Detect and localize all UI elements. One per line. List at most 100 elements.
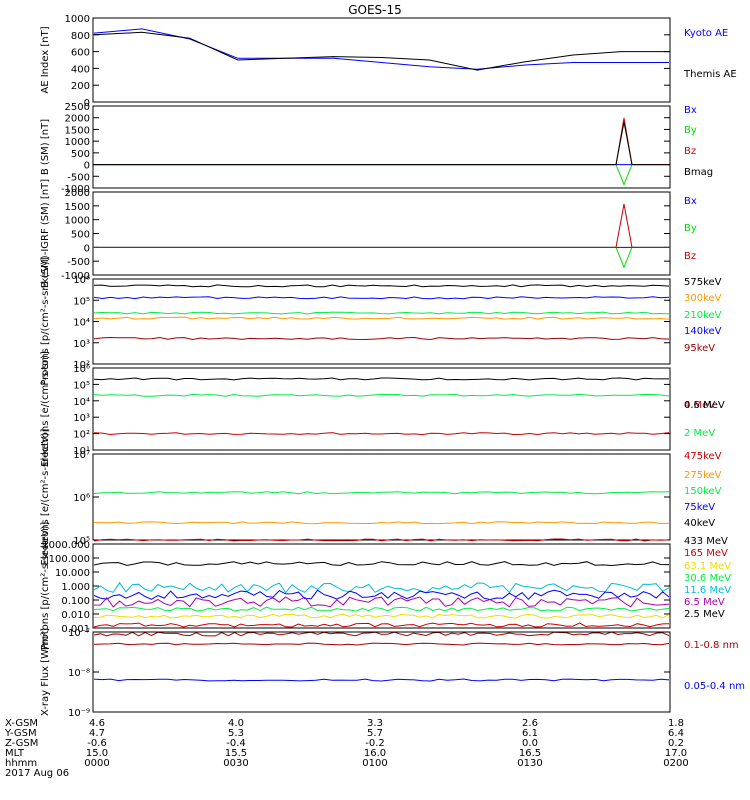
- legend-label: 11.6 MeV: [684, 585, 731, 596]
- series-line: [93, 316, 670, 320]
- y-tick-label: -500: [67, 257, 90, 268]
- y-tick-label: 0: [84, 243, 90, 254]
- y-tick-label: 10³: [73, 413, 90, 424]
- y-tick-label: 10⁷: [73, 450, 90, 461]
- panel-frame: [92, 278, 671, 365]
- y-axis-label: Electrons [e/(cm²-s-sr-keV)]: [40, 428, 51, 565]
- x-tick-value: 16.5: [519, 748, 541, 759]
- x-tick-value: 0030: [223, 758, 248, 769]
- y-tick-label: 10⁵: [73, 296, 90, 307]
- legend-label: Bx: [684, 105, 697, 116]
- y-tick-label: 1.000: [61, 582, 90, 593]
- legend-label: 6.5 MeV: [684, 597, 725, 608]
- panel-7: 0.001 0.010 0.100 1.000 10.000 100.000 1000.00…: [40, 522, 731, 650]
- y-tick-label: 10⁴: [73, 397, 90, 408]
- y-tick-label: 1000: [65, 14, 90, 25]
- legend-label: 75keV: [684, 502, 715, 513]
- x-row-label: Y-GSM: [4, 728, 37, 739]
- x-tick-value: 17.0: [665, 748, 687, 759]
- x-row-label: X-GSM: [5, 718, 38, 729]
- y-tick-label: 10²: [73, 430, 90, 441]
- y-tick-label: 0.100: [61, 596, 90, 607]
- series-line: [93, 31, 669, 71]
- y-axis-label: X-ray Flux [W/m²]: [40, 628, 51, 716]
- y-tick-label: 1500: [65, 125, 90, 136]
- y-tick-label: 600: [71, 48, 90, 59]
- y-tick-label: -1000: [61, 184, 90, 195]
- y-tick-label: 10⁵: [73, 380, 90, 391]
- series-line: [93, 538, 670, 542]
- series-line: [93, 606, 670, 612]
- panel-3: -1000 -500 0 500 1000 1500 2000 B (SM)-IGRF (SM…: [40, 179, 697, 288]
- series-line: [93, 589, 670, 601]
- y-tick-label: 0: [84, 161, 90, 172]
- x-tick-value: 6.1: [522, 728, 538, 739]
- y-axis-label: B (SM)-IGRF (SM) [nT]: [40, 179, 51, 288]
- panel-frame: [92, 105, 671, 189]
- y-axis-label: Protons [p/(cm²-s-sr-keV)]: [40, 522, 51, 650]
- y-tick-label: 1000.000: [42, 540, 90, 551]
- panel-4: 10² 10³ 10⁴ 10⁵ 10⁶ Protons [p/(cm²-s-sr-keV)…: [40, 257, 722, 385]
- legend-label: 2 MeV: [684, 428, 715, 439]
- x-tick-value: -0.2: [365, 738, 385, 749]
- y-tick-label: 10¹: [73, 446, 90, 457]
- series-line: [93, 491, 670, 495]
- x-tick-value: 15.5: [225, 748, 247, 759]
- y-tick-label: 200: [71, 81, 90, 92]
- series-line: [93, 581, 670, 594]
- y-tick-label: -1000: [61, 271, 90, 282]
- legend-label: Kyoto AE: [684, 28, 728, 39]
- legend-label: By: [684, 223, 697, 234]
- y-axis-label: B (SM) [nT]: [40, 119, 51, 175]
- legend-label: 140keV: [684, 326, 722, 337]
- y-tick-label: 10⁻⁹: [68, 708, 90, 719]
- x-tick-value: 0200: [663, 758, 688, 769]
- x-row-label: 2017 Aug 06: [5, 768, 69, 779]
- y-tick-label: 1500: [65, 202, 90, 213]
- y-tick-label: 0.010: [61, 610, 90, 621]
- series-line: [93, 203, 670, 248]
- x-row-label: Z-GSM: [5, 738, 38, 749]
- legend-label: 150keV: [684, 486, 722, 497]
- x-tick-value: 2.6: [522, 718, 538, 729]
- x-tick-value: 4.6: [89, 718, 105, 729]
- legend-label: 475keV: [684, 451, 722, 462]
- series-line: [93, 622, 670, 628]
- panel-8: 10⁻⁹ 10⁻⁸ 10⁻⁷ X-ray Flux [W/m²] 0.1-0.8 nm 0…: [40, 628, 745, 719]
- y-tick-label: 800: [71, 31, 90, 42]
- panel-frame: [92, 191, 671, 276]
- series-line: [93, 678, 670, 682]
- x-tick-value: 0000: [84, 758, 109, 769]
- series-line: [93, 561, 670, 567]
- panel-frame: [92, 367, 671, 451]
- legend-label: By: [684, 125, 697, 136]
- y-tick-label: 1000: [65, 137, 90, 148]
- series-line: [93, 377, 669, 381]
- x-tick-value: -0.6: [87, 738, 107, 749]
- series-line: [93, 117, 670, 166]
- figure-title: GOES-15: [348, 3, 402, 17]
- series-line: [93, 246, 670, 269]
- y-tick-label: 10⁶: [73, 364, 90, 375]
- y-tick-label: 0.001: [61, 624, 90, 635]
- y-tick-label: 10.000: [55, 568, 90, 579]
- panel-frame: [92, 453, 671, 541]
- y-tick-label: 500: [71, 230, 90, 241]
- series-line: [93, 296, 670, 300]
- y-tick-label: 10⁴: [73, 318, 90, 329]
- y-axis-label: AE Index [nT]: [40, 26, 51, 93]
- y-tick-label: 400: [71, 64, 90, 75]
- x-tick-value: -0.4: [226, 738, 246, 749]
- x-row-label: MLT: [5, 748, 25, 759]
- y-tick-label: 10⁵: [73, 536, 90, 547]
- y-tick-label: 10⁻⁷: [68, 628, 90, 639]
- legend-label: Bz: [684, 251, 696, 262]
- legend-label: 63.1 MeV: [684, 561, 731, 572]
- legend-label: 0.6 MeV: [684, 400, 725, 411]
- panel-5: 10¹ 10² 10³ 10⁴ 10⁵ 10⁶ Electrons [e/(cm²-s-sr…: [40, 351, 725, 467]
- y-tick-label: 1000: [65, 216, 90, 227]
- legend-label: 2.5 MeV: [684, 609, 725, 620]
- legend-label: 210keV: [684, 310, 722, 321]
